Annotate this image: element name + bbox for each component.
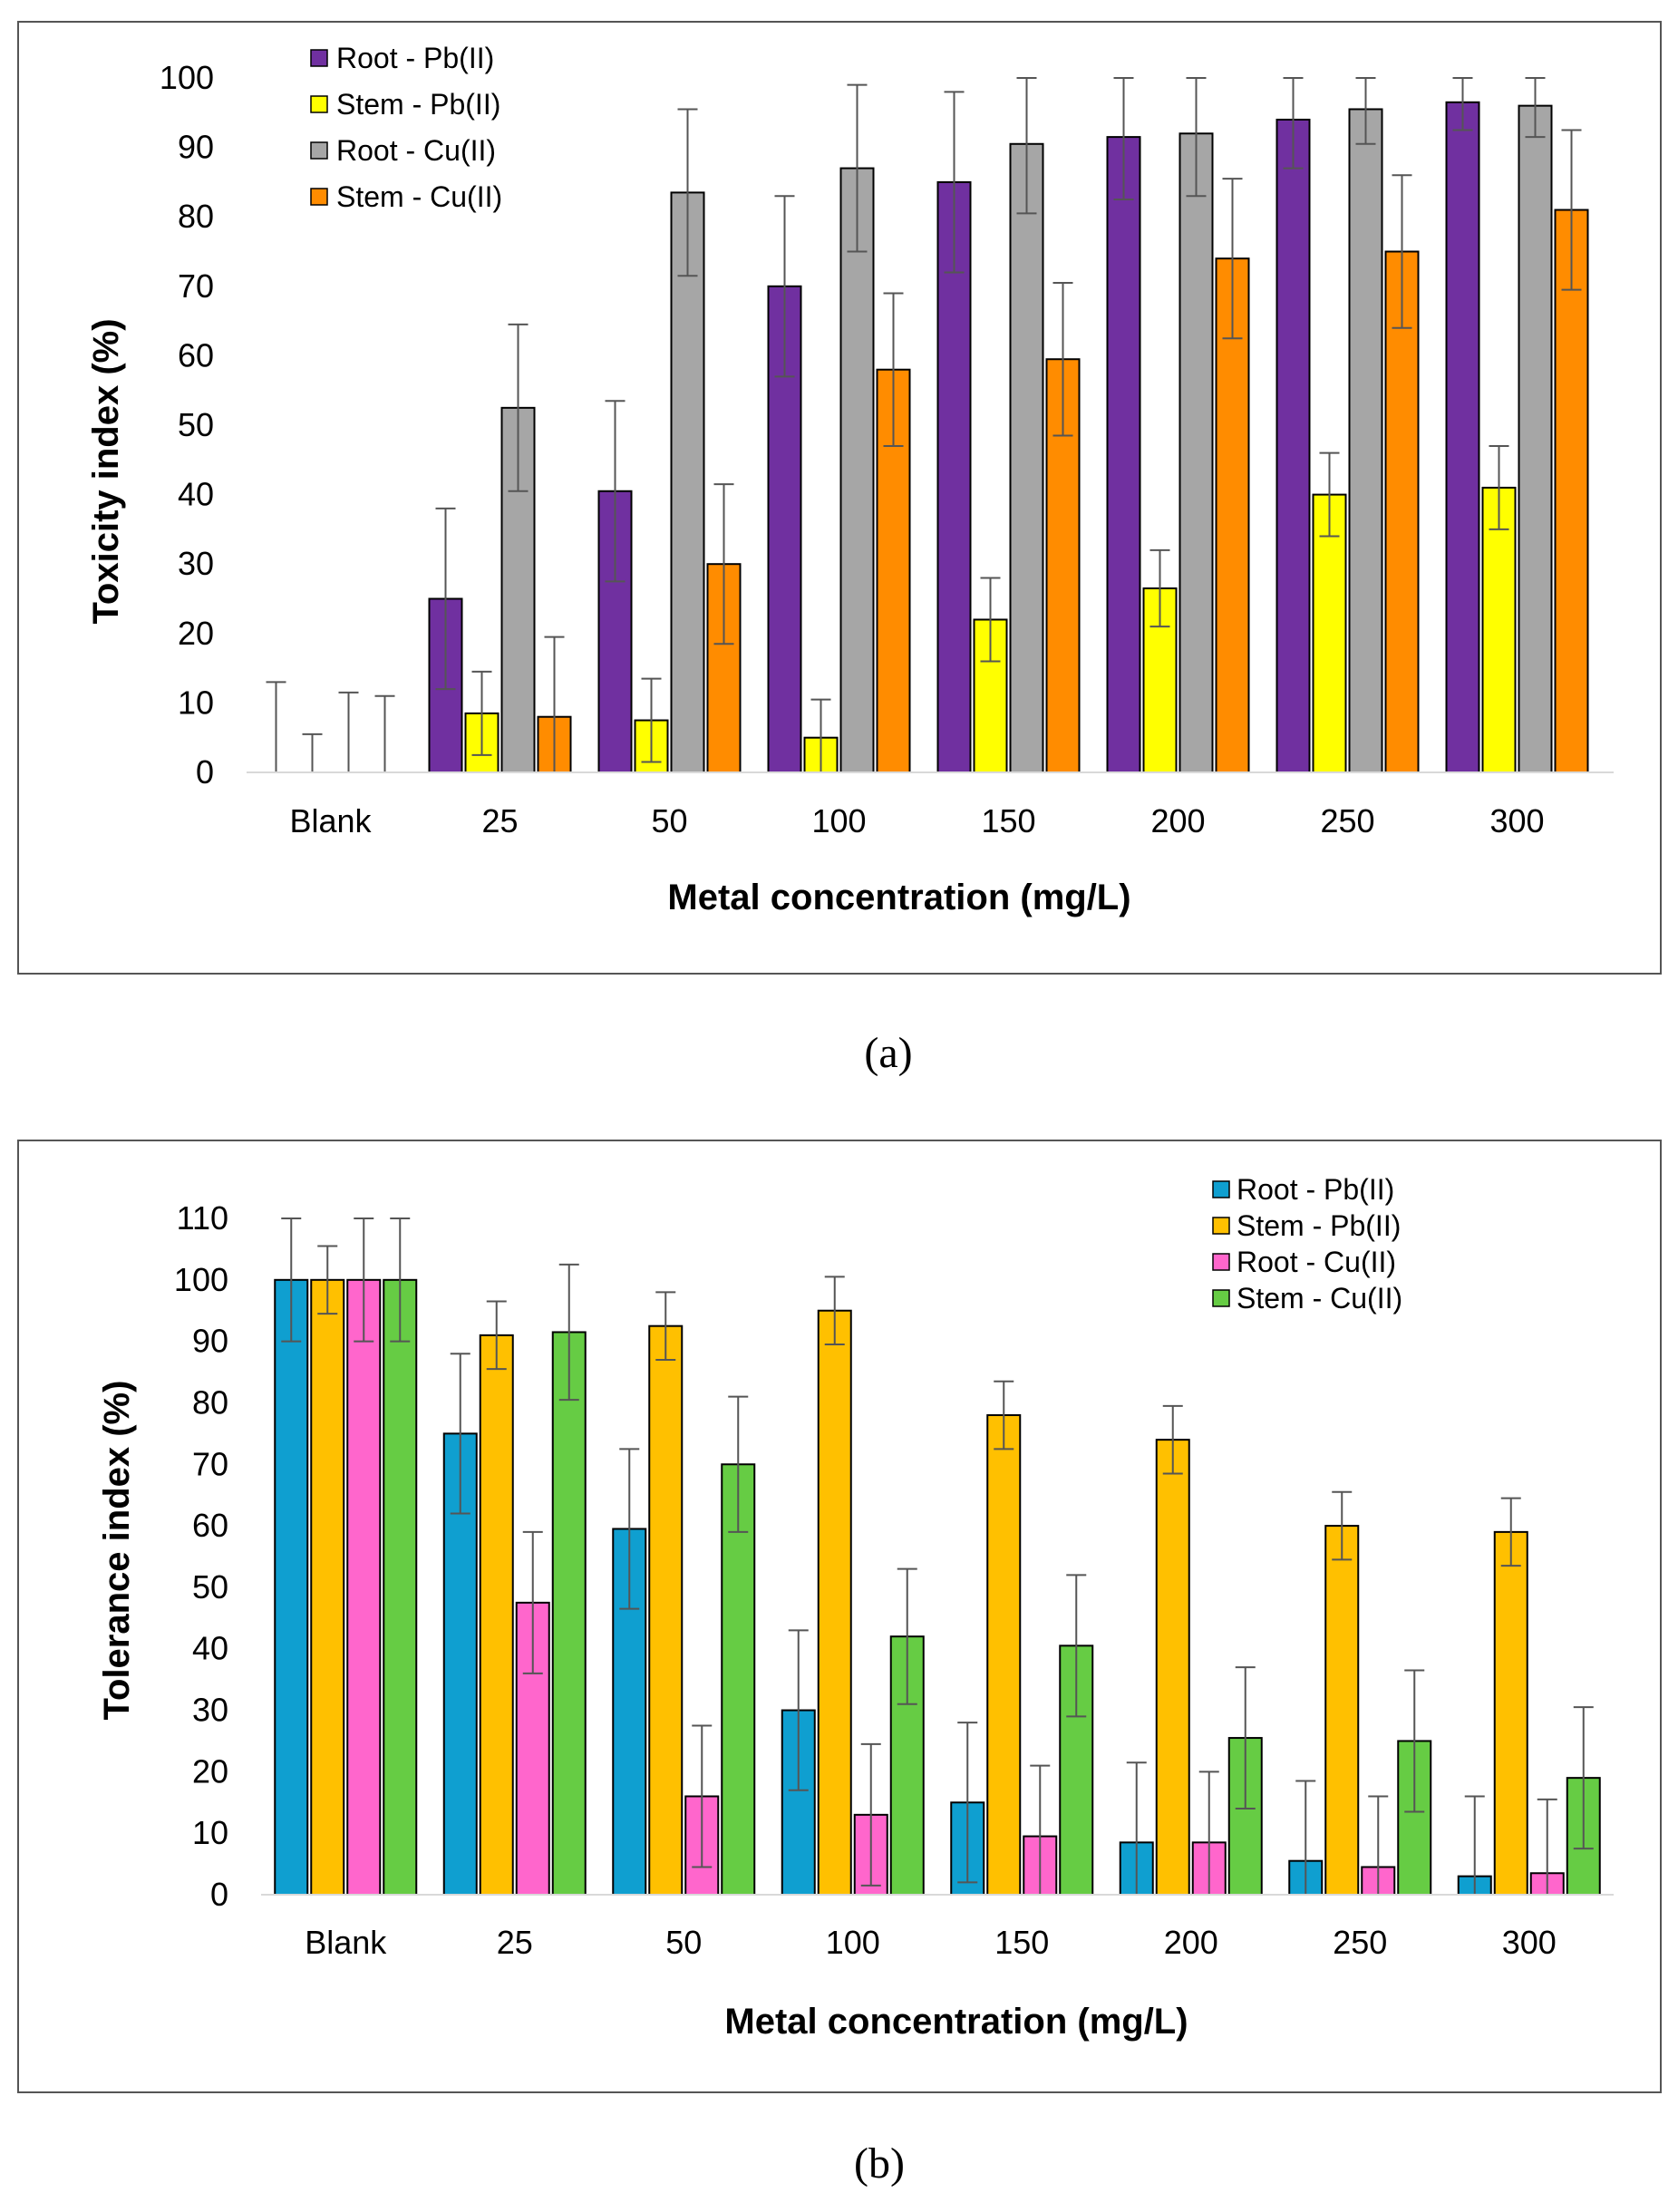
y-tick-label: 20 <box>178 615 214 652</box>
bar <box>1481 486 1517 773</box>
y-tick-label: 70 <box>178 267 214 305</box>
y-tick-label: 0 <box>210 1876 228 1913</box>
bar <box>551 1331 587 1896</box>
bar <box>817 1309 852 1896</box>
legend-label: Stem - Pb(II) <box>1237 1209 1401 1242</box>
y-ticks-b: 0 10 20 30 40 50 60 70 80 90 100 110 <box>174 1199 228 1913</box>
legend-label: Root - Pb(II) <box>1237 1173 1394 1206</box>
bar <box>670 191 705 773</box>
legend-label: Root - Cu(II) <box>336 134 496 167</box>
x-tick-label: 150 <box>994 1924 1049 1961</box>
bar <box>1178 132 1214 773</box>
y-tick-label: 90 <box>192 1323 228 1360</box>
y-tick-label: 70 <box>192 1445 228 1482</box>
x-tick-label: Blank <box>289 802 372 839</box>
legend-swatch <box>310 188 328 206</box>
bar <box>1445 101 1480 773</box>
x-tick-label: 200 <box>1164 1924 1218 1961</box>
y-tick-label: 10 <box>178 684 214 721</box>
y-tick-label: 10 <box>192 1814 228 1851</box>
x-tick-label: 50 <box>665 1924 702 1961</box>
y-tick-label: 30 <box>178 545 214 582</box>
y-axis-title-a: Toxicity index (%) <box>86 318 126 624</box>
bar <box>383 1278 418 1897</box>
y-tick-label: 100 <box>174 1261 228 1298</box>
y-tick-label: 30 <box>192 1692 228 1729</box>
x-tick-label: 300 <box>1489 802 1544 839</box>
y-tick-label: 110 <box>177 1199 228 1237</box>
bar <box>648 1324 684 1896</box>
y-tick-label: 60 <box>178 336 214 374</box>
legend-swatch <box>1212 1217 1230 1235</box>
y-tick-label: 100 <box>160 59 214 96</box>
bar <box>1348 108 1383 774</box>
bar <box>1155 1439 1190 1897</box>
bar <box>1106 136 1141 774</box>
x-axis-title-a: Metal concentration (mg/L) <box>667 878 1130 917</box>
chart-panel-a: 0 10 20 30 40 50 60 70 80 90 100 Blank 25 50 100 150 20… <box>17 21 1662 975</box>
x-ticks-a: Blank 25 50 100 150 200 250 300 <box>289 802 1544 839</box>
legend-label: Stem - Pb(II) <box>336 88 500 121</box>
x-axis-title-b: Metal concentration (mg/L) <box>724 2002 1188 2042</box>
x-tick-label: 200 <box>1150 802 1205 839</box>
legend-swatch <box>1212 1180 1230 1198</box>
bar <box>1384 250 1420 773</box>
x-tick-label: 25 <box>481 802 518 839</box>
legend-a: Root - Pb(II) Stem - Pb(II) Root - Cu(II) S… <box>310 42 502 213</box>
x-tick-label: 150 <box>981 802 1035 839</box>
legend-label: Stem - Cu(II) <box>336 180 502 213</box>
caption-a: (a) <box>864 1029 912 1077</box>
bar <box>1009 142 1044 773</box>
y-tick-label: 0 <box>196 753 214 791</box>
legend-label: Stem - Cu(II) <box>1237 1282 1402 1315</box>
legend-b: Root - Pb(II)Stem - Pb(II) Root - Cu(II) S… <box>1212 1173 1402 1315</box>
caption-b: (b) <box>854 2139 905 2188</box>
x-tick-label: 300 <box>1502 1924 1557 1961</box>
chart-panel-b: 0 10 20 30 40 50 60 70 80 90 100 110 Blank 25 50 100 15… <box>17 1140 1662 2093</box>
bar <box>839 167 875 773</box>
bar <box>1215 257 1250 774</box>
y-tick-label: 50 <box>178 406 214 443</box>
x-tick-label: 100 <box>811 802 866 839</box>
x-tick-label: 250 <box>1333 1924 1387 1961</box>
bar <box>310 1278 345 1897</box>
y-tick-label: 80 <box>192 1383 228 1421</box>
bar <box>479 1334 514 1896</box>
legend-label: Root - Cu(II) <box>1237 1246 1396 1278</box>
x-ticks-b: Blank 25 50 100 150 200 250 300 <box>305 1924 1557 1961</box>
y-tick-label: 80 <box>178 198 214 235</box>
bar <box>1275 118 1311 773</box>
legend-swatch <box>310 141 328 160</box>
bar <box>274 1278 309 1897</box>
y-tick-label: 90 <box>178 129 214 166</box>
legend-swatch <box>1212 1289 1230 1307</box>
y-axis-title-b: Tolerance index (%) <box>97 1381 137 1721</box>
y-ticks-a: 0 10 20 30 40 50 60 70 80 90 100 <box>160 59 214 791</box>
legend-swatch <box>310 49 328 67</box>
y-tick-label: 20 <box>192 1752 228 1790</box>
bar <box>1518 104 1553 773</box>
y-tick-label: 40 <box>178 476 214 513</box>
bar <box>986 1414 1022 1896</box>
legend-swatch <box>1212 1253 1230 1271</box>
x-tick-label: 25 <box>497 1924 533 1961</box>
bar <box>1493 1530 1528 1896</box>
legend-label: Root - Pb(II) <box>336 42 494 74</box>
y-tick-label: 50 <box>192 1568 228 1606</box>
x-tick-label: 250 <box>1320 802 1374 839</box>
bar <box>721 1463 756 1896</box>
x-tick-label: Blank <box>305 1924 387 1961</box>
bar <box>1324 1525 1360 1897</box>
bars-b <box>274 1218 1601 1897</box>
y-tick-label: 60 <box>192 1507 228 1544</box>
bars-a <box>266 77 1589 774</box>
bar <box>1554 209 1589 774</box>
x-tick-label: 50 <box>651 802 687 839</box>
x-tick-label: 100 <box>826 1924 880 1961</box>
bar <box>346 1278 382 1897</box>
legend-swatch <box>310 95 328 113</box>
y-tick-label: 40 <box>192 1630 228 1667</box>
